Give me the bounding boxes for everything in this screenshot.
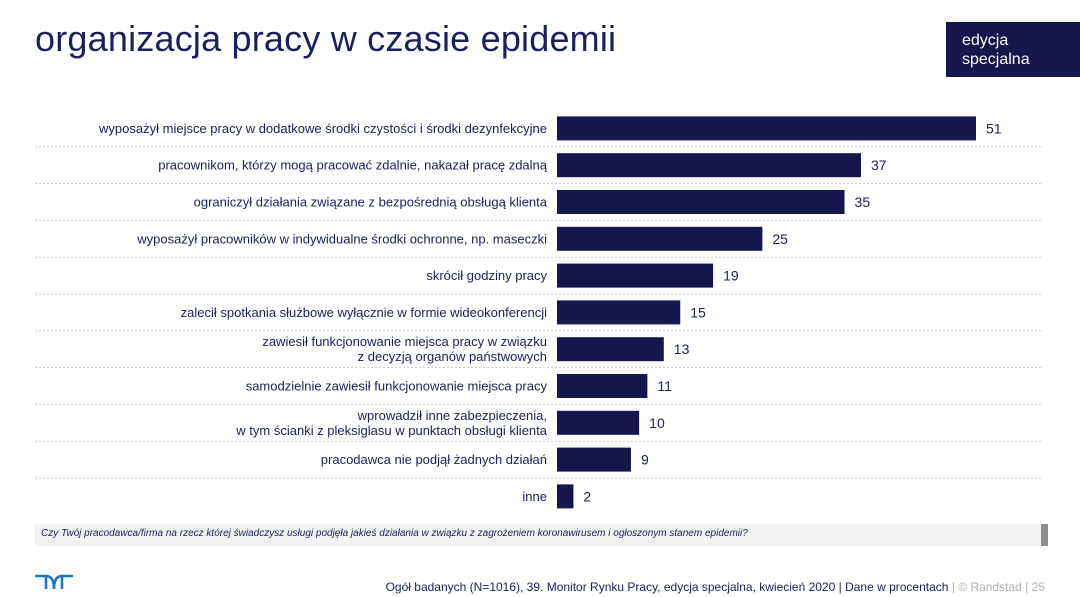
value-label: 37 xyxy=(871,157,887,173)
category-label: z decyzją organów państwowych xyxy=(358,349,547,364)
value-label: 19 xyxy=(723,268,739,284)
category-label: wyposażył miejsce pracy w dodatkowe środ… xyxy=(98,121,547,136)
value-label: 51 xyxy=(986,120,1002,136)
bar xyxy=(557,447,631,472)
value-label: 25 xyxy=(772,231,788,247)
bar xyxy=(557,153,861,178)
category-label: wyposażył pracowników w indywidualne śro… xyxy=(136,231,547,246)
value-label: 10 xyxy=(649,415,665,431)
survey-question-bar: Czy Twój pracodawca/firma na rzecz które… xyxy=(35,524,1048,546)
bar xyxy=(557,337,664,362)
footer-separator: | xyxy=(951,580,955,594)
page-title: organizacja pracy w czasie epidemii xyxy=(35,18,617,59)
badge-line-2: specjalna xyxy=(962,51,1030,68)
bar xyxy=(557,300,681,325)
randstad-logo-icon xyxy=(35,574,73,590)
bar-chart: 51 wyposażył miejsce pracy w dodatkowe śr… xyxy=(35,116,1043,509)
footer-separator: | xyxy=(1025,580,1029,594)
category-label: samodzielnie zawiesił funkcjonowanie mie… xyxy=(246,379,548,394)
value-label: 15 xyxy=(690,304,706,320)
bar xyxy=(557,226,763,251)
value-label: 2 xyxy=(583,488,591,504)
footer-source: Ogół badanych (N=1016), 39. Monitor Rynk… xyxy=(385,580,949,594)
category-label: pracodawca nie podjął żadnych działań xyxy=(321,452,547,467)
category-label: inne xyxy=(522,489,547,504)
bar xyxy=(557,263,714,288)
edition-badge: edycja specjalna xyxy=(946,22,1080,77)
value-label: 13 xyxy=(674,341,690,357)
bar xyxy=(557,116,976,141)
footer: Ogół badanych (N=1016), 39. Monitor Rynk… xyxy=(386,580,1045,594)
value-label: 11 xyxy=(657,378,672,394)
category-label: wprowadził inne zabezpieczenia, xyxy=(357,408,547,423)
category-label: w tym ścianki z pleksiglasu w punktach o… xyxy=(235,423,547,438)
bar xyxy=(557,374,648,398)
value-label: 9 xyxy=(641,452,649,468)
bar xyxy=(557,190,845,214)
category-label: zalecił spotkania służbowe wyłącznie w f… xyxy=(181,305,547,320)
category-label: zawiesił funkcjonowanie miejsca pracy w … xyxy=(262,334,547,349)
value-label: 35 xyxy=(855,194,871,210)
survey-question: Czy Twój pracodawca/firma na rzecz które… xyxy=(41,528,748,539)
page-number: 25 xyxy=(1031,580,1045,594)
badge-line-1: edycja xyxy=(962,32,1009,49)
bar xyxy=(557,484,574,509)
bar xyxy=(557,410,640,435)
footer-brand: © Randstad xyxy=(958,580,1022,594)
category-label: ograniczył działania związane z bezpośre… xyxy=(194,195,548,210)
category-label: pracownikom, którzy mogą pracować zdalni… xyxy=(158,158,548,173)
category-label: skrócił godziny pracy xyxy=(426,268,547,283)
